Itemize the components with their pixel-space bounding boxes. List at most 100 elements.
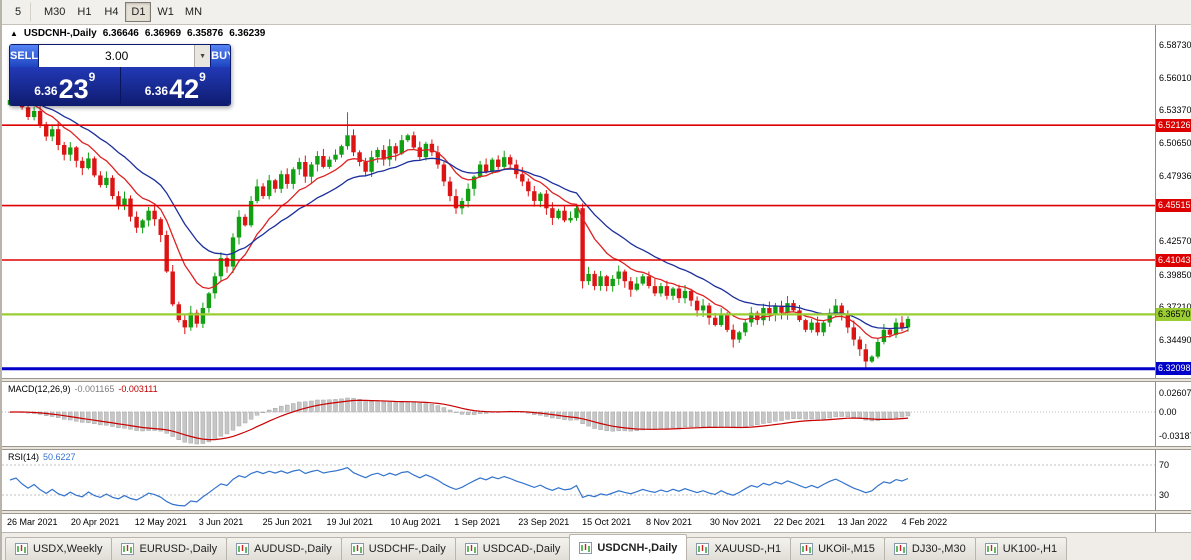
timeframe-button-d1[interactable]: D1 — [125, 2, 152, 22]
timeframe-button-5[interactable]: 5 — [5, 2, 31, 22]
timeframe-button-mn[interactable]: MN — [184, 6, 203, 18]
date-axis-label: 20 Apr 2021 — [70, 517, 120, 527]
date-axis-label: 30 Nov 2021 — [709, 517, 761, 527]
timeframe-button-h1[interactable]: H1 — [77, 6, 92, 18]
bid-pips: 23 — [58, 74, 89, 104]
date-axis-label: 26 Mar 2021 — [7, 517, 58, 527]
price-divider — [119, 67, 121, 105]
chart-tab-icon — [350, 543, 364, 555]
price-tick-label: 6.34490 — [1159, 334, 1191, 345]
main-macd-splitter[interactable] — [2, 378, 1191, 382]
timeframe-toolbar: 5 M30 H1 H4 D1 W1 MN — [2, 0, 1191, 25]
date-axis-label: 4 Feb 2022 — [901, 517, 948, 527]
ask-point: 9 — [199, 70, 206, 84]
chart-tab-ukoil-m15[interactable]: UKOil-,M15 — [790, 537, 885, 560]
volume-spinner: ▼ — [38, 45, 212, 67]
low-value: 6.35876 — [187, 28, 224, 39]
open-value: 6.36646 — [102, 28, 139, 39]
chart-tab-xauusd-h1[interactable]: XAUUSD-,H1 — [686, 537, 792, 560]
chart-tab-icon — [984, 543, 998, 555]
chart-tab-usdchf-daily[interactable]: USDCHF-,Daily — [340, 537, 456, 560]
date-axis-label: 23 Sep 2021 — [518, 517, 570, 527]
trade-buttons-row: SELL ▼ BUY — [10, 45, 230, 67]
chart-ohlc-header: ▲ USDCNH-,Daily 6.36646 6.36969 6.35876 … — [10, 28, 265, 39]
chart-tab-icon — [236, 543, 250, 555]
price-level-badge: 6.36570 — [1156, 307, 1191, 321]
tab-label: DJ30-,M30 — [911, 543, 966, 555]
chart-tab-usdcnh-daily[interactable]: USDCNH-,Daily — [569, 534, 688, 560]
chart-tab-dj30-m30[interactable]: DJ30-,M30 — [883, 537, 976, 560]
chart-tab-icon — [800, 543, 814, 555]
one-click-toggle-icon[interactable]: ▲ — [10, 29, 18, 38]
macd-layer — [2, 397, 1155, 445]
price-tick-label: 6.50650 — [1159, 138, 1191, 149]
tab-label: EURUSD-,Daily — [139, 543, 218, 555]
volume-dropdown-icon[interactable]: ▼ — [194, 45, 211, 67]
rsi-indicator-label: RSI(14) 50.6227 — [8, 452, 76, 462]
tab-label: USDCAD-,Daily — [482, 543, 561, 555]
price-tick-label: 6.39850 — [1159, 269, 1191, 280]
tab-label: AUDUSD-,Daily — [254, 543, 332, 555]
rsi-scale-label: 30 — [1159, 490, 1170, 500]
price-tick-label: 6.42570 — [1159, 236, 1191, 247]
rsi-value: 50.6227 — [43, 452, 76, 462]
macd-scale-label: 0.02607 — [1159, 388, 1191, 398]
rsi-scale-label: 70 — [1159, 460, 1170, 470]
rsi-layer — [2, 464, 1155, 507]
price-tick-label: 6.53370 — [1159, 105, 1191, 116]
macd-scale-label: 0.00 — [1159, 407, 1177, 417]
price-level-badge: 6.41043 — [1156, 253, 1191, 267]
price-tick-label: 6.47936 — [1159, 171, 1191, 182]
rsi-timeaxis-splitter[interactable] — [2, 510, 1191, 514]
date-axis-label: 22 Dec 2021 — [773, 517, 825, 527]
price-level-badge: 6.45515 — [1156, 199, 1191, 213]
date-axis-label: 8 Nov 2021 — [646, 517, 693, 527]
price-tick-label: 6.58730 — [1159, 39, 1191, 50]
bid-price: 6.36 23 9 — [10, 67, 120, 105]
chart-tab-icon — [696, 543, 710, 555]
macd-scale-label: -0.03187 — [1159, 431, 1191, 441]
chart-tabbar: USDX,Weekly EURUSD-,Daily AUDUSD-,Daily USD… — [2, 532, 1191, 560]
timeframe-button-w1[interactable]: W1 — [157, 6, 174, 18]
date-axis-label: 15 Oct 2021 — [582, 517, 632, 527]
price-tick-label: 6.37210 — [1159, 301, 1191, 312]
macd-signal-value: -0.003111 — [118, 384, 158, 394]
ask-prefix: 6.36 — [144, 84, 169, 98]
buy-button[interactable]: BUY — [211, 45, 230, 67]
chart-tab-usdx-weekly[interactable]: USDX,Weekly — [5, 537, 113, 560]
chart-tab-eurusd-daily[interactable]: EURUSD-,Daily — [111, 537, 228, 560]
chart-tab-uk100-h1[interactable]: UK100-,H1 — [974, 537, 1068, 560]
high-value: 6.36969 — [144, 28, 182, 39]
timeframe-button-m30[interactable]: M30 — [44, 6, 66, 18]
date-axis-label: 10 Aug 2021 — [390, 517, 441, 527]
tab-label: XAUUSD-,H1 — [714, 543, 782, 555]
macd-main-value: -0.001165 — [74, 384, 115, 394]
level-lines-layer — [2, 124, 1155, 371]
macd-rsi-splitter[interactable] — [2, 446, 1191, 450]
sell-button[interactable]: SELL — [10, 45, 39, 67]
chart-tab-audusd-daily[interactable]: AUDUSD-,Daily — [226, 537, 342, 560]
date-axis-label: 13 Jan 2022 — [837, 517, 888, 527]
price-level-badge: 6.32098 — [1156, 362, 1191, 376]
date-axis-label: 25 Jun 2021 — [262, 517, 313, 527]
tab-label: UKOil-,M15 — [818, 543, 875, 555]
ask-pips: 42 — [169, 74, 200, 104]
volume-input[interactable] — [39, 45, 195, 67]
chart-tab-icon — [464, 543, 478, 555]
date-axis-label: 12 May 2021 — [134, 517, 187, 527]
tab-label: USDCNH-,Daily — [597, 541, 678, 554]
date-axis-label: 1 Sep 2021 — [454, 517, 501, 527]
ask-price: 6.36 42 9 — [121, 67, 231, 105]
tab-label: USDX,Weekly — [33, 543, 103, 555]
timeframe-button-h4[interactable]: H4 — [104, 6, 119, 18]
bid-ask-row: 6.36 23 9 6.36 42 9 — [10, 67, 230, 105]
price-axis-separator — [1155, 25, 1156, 532]
tab-label: UK100-,H1 — [1002, 543, 1058, 555]
chart-tab-usdcad-daily[interactable]: USDCAD-,Daily — [454, 537, 571, 560]
date-axis-label: 3 Jun 2021 — [198, 517, 244, 527]
tab-label: USDCHF-,Daily — [368, 543, 446, 555]
chart-tab-icon — [893, 543, 907, 555]
